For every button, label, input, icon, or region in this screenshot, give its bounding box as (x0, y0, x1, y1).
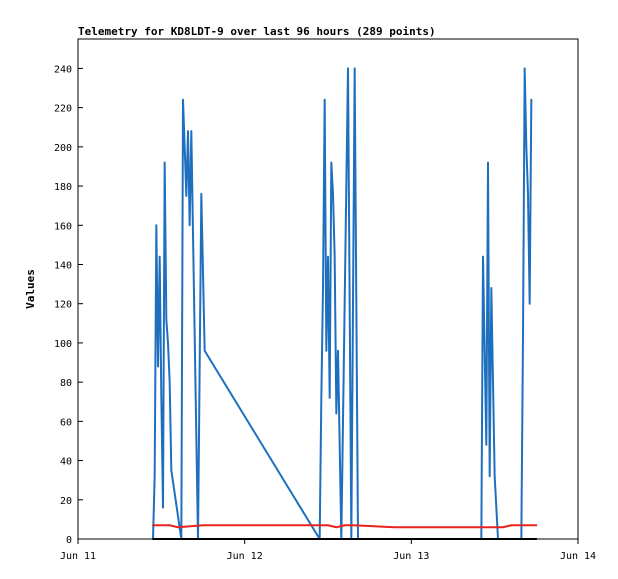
x-tick-label: Jun 13 (393, 551, 429, 562)
y-tick-label: 240 (54, 64, 72, 75)
y-axis-label: Values (24, 269, 37, 309)
y-axis-ticks: 0 20 40 60 80 100 120 140 160 180 200 220 240 (54, 64, 83, 546)
y-tick-label: 40 (60, 457, 72, 468)
y-tick-label: 100 (54, 339, 72, 350)
y-tick-label: 200 (54, 143, 72, 154)
y-tick-label: 160 (54, 221, 72, 232)
y-tick-label: 60 (60, 417, 72, 428)
x-axis-ticks: Jun 11 Jun 12 Jun 13 Jun 14 (60, 539, 596, 562)
y-tick-label: 180 (54, 182, 72, 193)
y-tick-label: 20 (60, 496, 72, 507)
chart-title: Telemetry for KD8LDT-9 over last 96 hour… (78, 25, 436, 38)
y-tick-label: 220 (54, 104, 72, 115)
y-tick-label: 80 (60, 378, 72, 389)
red-series-line (152, 524, 538, 529)
y-tick-label: 0 (66, 535, 72, 546)
data-series (152, 67, 538, 540)
x-tick-label: Jun 12 (227, 551, 263, 562)
x-tick-label: Jun 14 (560, 551, 596, 562)
y-tick-label: 120 (54, 300, 72, 311)
x-tick-label: Jun 11 (60, 551, 96, 562)
y-tick-label: 140 (54, 260, 72, 271)
